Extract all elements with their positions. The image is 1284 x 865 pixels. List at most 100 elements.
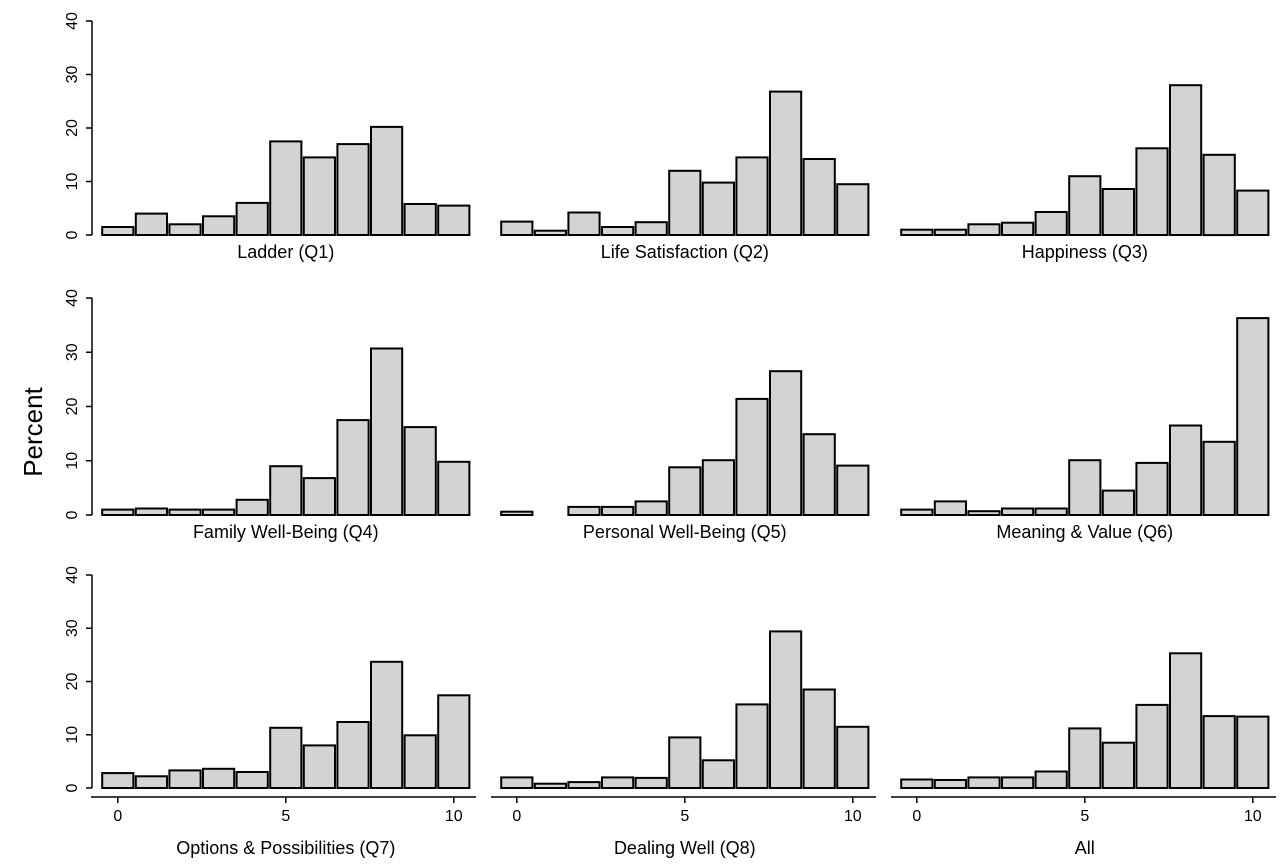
histogram-bar — [1169, 652, 1203, 789]
histogram-bar — [836, 183, 870, 236]
y-tick-label: 40 — [64, 566, 81, 584]
histogram-bar — [735, 703, 769, 790]
histogram-bar — [769, 630, 803, 790]
y-tick-label: 20 — [64, 673, 81, 691]
histogram-bar — [202, 508, 236, 517]
x-tick-label: 5 — [680, 808, 689, 825]
x-tick-label: 0 — [512, 808, 521, 825]
histogram-bar — [802, 433, 836, 517]
x-tick-label: 0 — [113, 808, 122, 825]
histogram-bar — [533, 782, 567, 790]
histogram-bar — [336, 143, 370, 237]
histogram-bar — [900, 778, 934, 789]
histogram-bar — [302, 477, 336, 517]
histogram-bar — [967, 776, 1001, 790]
panel-title: Options & Possibilities (Q7) — [176, 838, 395, 858]
histogram-bar — [933, 500, 967, 516]
histogram-bar — [134, 507, 169, 516]
histogram-bar — [500, 776, 534, 790]
panel-title: Family Well-Being (Q4) — [193, 522, 379, 542]
histogram-bar — [336, 721, 370, 789]
histogram-bar — [437, 694, 471, 789]
histogram-bar — [269, 465, 303, 517]
histogram-bar — [1001, 776, 1035, 790]
histogram-bar — [269, 726, 303, 789]
histogram-bar — [134, 212, 169, 237]
histogram-bar — [302, 156, 336, 236]
y-tick-label: 0 — [64, 230, 81, 239]
histogram-bar — [500, 220, 534, 237]
histogram-bar — [1135, 461, 1169, 516]
histogram-bar — [1101, 188, 1136, 236]
histogram-bar — [567, 505, 601, 516]
histogram-bar — [634, 221, 668, 236]
histogram-bar — [701, 759, 735, 789]
histogram-bar — [567, 211, 601, 236]
histogram-bar — [769, 90, 803, 236]
histogram-bar — [235, 201, 269, 236]
x-tick-label: 0 — [912, 808, 921, 825]
histogram-bar — [900, 228, 934, 236]
histogram-bar — [1068, 727, 1102, 790]
histogram-bar — [1101, 489, 1136, 517]
y-tick-label: 20 — [64, 398, 81, 416]
y-tick-label: 30 — [64, 343, 81, 361]
histogram-bar — [836, 725, 870, 789]
histogram-bar — [769, 370, 803, 517]
y-tick-label: 10 — [64, 452, 81, 470]
histogram-bar — [1135, 703, 1169, 790]
histogram-bar — [668, 736, 702, 790]
histogram-bar — [403, 426, 437, 517]
histogram-bar — [168, 769, 202, 790]
histogram-bar — [802, 158, 836, 236]
histogram-bar — [1101, 741, 1136, 790]
panel-title: Meaning & Value (Q6) — [996, 522, 1173, 542]
histogram-bar — [269, 140, 303, 236]
histogram-bar — [302, 744, 336, 790]
histogram-bar — [1034, 770, 1068, 789]
histogram-bar — [437, 460, 471, 516]
histogram-bar — [403, 203, 437, 236]
histogram-bar — [802, 688, 836, 789]
histogram-bar — [900, 508, 934, 517]
histogram-bar — [933, 779, 967, 789]
histogram-bar — [437, 204, 471, 237]
y-tick-label: 10 — [64, 173, 81, 191]
histogram-bar — [634, 500, 668, 516]
panel-title: Happiness (Q3) — [1022, 242, 1148, 262]
histogram-bar — [168, 508, 202, 517]
histogram-bar — [1202, 153, 1236, 237]
histogram-bar — [1236, 317, 1270, 516]
y-tick-label: 20 — [64, 119, 81, 137]
histogram-bar — [202, 767, 236, 789]
histogram-bar — [735, 397, 769, 516]
histogram-bar — [235, 498, 269, 516]
histogram-bar — [701, 181, 735, 237]
histogram-bar — [933, 228, 967, 236]
histogram-bar — [634, 776, 668, 790]
histogram-bar — [967, 510, 1001, 517]
histogram-bar — [668, 169, 702, 236]
y-tick-label: 10 — [64, 726, 81, 744]
histogram-bar — [101, 226, 135, 236]
panel-title: Dealing Well (Q8) — [614, 838, 756, 858]
histogram-bar — [967, 223, 1001, 237]
histogram-bar — [567, 781, 601, 789]
histogram-bar — [668, 466, 702, 516]
histogram-bar — [1034, 507, 1068, 516]
histogram-bar — [336, 419, 370, 517]
histogram-bar — [1169, 424, 1203, 516]
x-tick-label: 10 — [844, 808, 862, 825]
histogram-bar — [1169, 84, 1203, 236]
histogram-bar — [370, 125, 404, 236]
panel-title: Ladder (Q1) — [237, 242, 334, 262]
y-tick-label: 30 — [64, 66, 81, 84]
histogram-bar — [735, 156, 769, 236]
y-tick-label: 0 — [64, 783, 81, 792]
histogram-bar — [235, 771, 269, 789]
panel-title: Life Satisfaction (Q2) — [601, 242, 769, 262]
y-axis-title: Percent — [18, 386, 48, 476]
histogram-bar — [1202, 715, 1236, 789]
histogram-bar — [101, 508, 135, 517]
